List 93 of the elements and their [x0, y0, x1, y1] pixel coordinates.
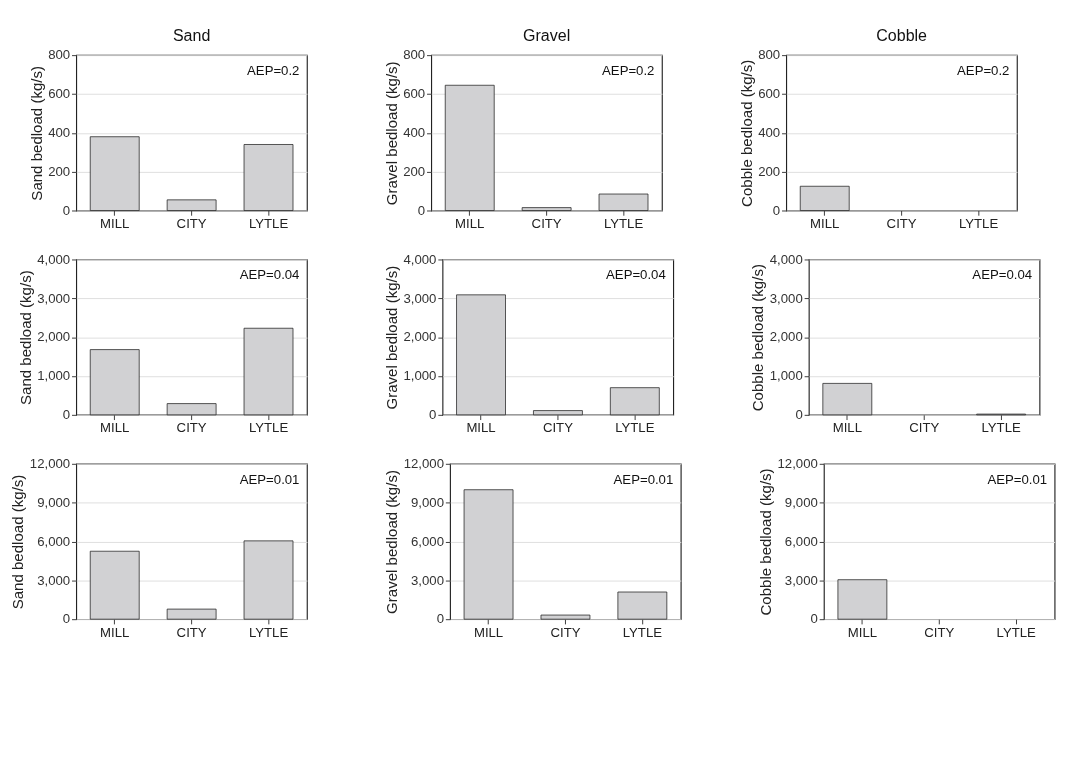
x-tick-label: LYTLE: [603, 215, 644, 231]
y-tick-label: 1,000: [769, 368, 803, 384]
x-tick-label: MILL: [100, 215, 130, 231]
annotation: AEP=0.01: [239, 471, 300, 487]
y-tick-label: 4,000: [403, 251, 437, 267]
y-axis-title: Sand bedload (kg/s): [16, 270, 34, 405]
y-axis-title: Sand bedload (kg/s): [9, 474, 27, 610]
y-tick-label: 0: [436, 611, 444, 627]
y-tick-label: 2,000: [37, 329, 71, 345]
y-tick-label: 6,000: [411, 533, 444, 549]
y-tick-label: 800: [48, 47, 71, 63]
y-axis-title: Sand bedload (kg/s): [27, 65, 45, 201]
x-tick-label: MILL: [100, 420, 130, 436]
y-tick-label: 9,000: [411, 494, 444, 510]
x-tick-label: LYTLE: [981, 420, 1021, 436]
y-tick-label: 3,000: [37, 290, 71, 306]
x-tick-label: CITY: [176, 420, 207, 436]
y-tick-label: 800: [403, 47, 426, 63]
y-tick-label: 12,000: [29, 456, 71, 472]
x-tick-label: LYTLE: [615, 420, 655, 436]
y-tick-label: 3,000: [769, 290, 803, 306]
y-axis-title: Gravel bedload (kg/s): [382, 61, 400, 206]
y-tick-label: 1,000: [403, 368, 437, 384]
y-tick-label: 4,000: [37, 251, 71, 267]
y-tick-label: 200: [758, 163, 781, 179]
y-axis-title: Gravel bedload (kg/s): [383, 470, 401, 614]
chart-title: Gravel: [523, 27, 571, 45]
x-tick-label: LYTLE: [958, 215, 999, 231]
y-tick-label: 3,000: [37, 572, 71, 588]
y-tick-label: 2,000: [769, 329, 803, 345]
y-tick-label: 600: [403, 86, 426, 102]
x-tick-label: MILL: [100, 624, 130, 640]
y-tick-label: 4,000: [769, 251, 803, 267]
annotation: AEP=0.04: [972, 267, 1033, 283]
x-tick-label: MILL: [473, 624, 504, 640]
y-tick-label: 0: [62, 611, 71, 627]
y-tick-label: 800: [758, 47, 781, 63]
y-tick-label: 400: [403, 125, 426, 141]
x-tick-label: MILL: [810, 215, 840, 231]
x-tick-label: MILL: [832, 420, 862, 436]
x-tick-label: CITY: [886, 215, 917, 231]
x-tick-label: LYTLE: [248, 624, 289, 640]
y-tick-label: 9,000: [37, 494, 71, 510]
y-axis-title: Cobble bedload (kg/s): [737, 59, 755, 207]
y-tick-label: 400: [48, 125, 71, 141]
annotation: AEP=0.01: [987, 471, 1048, 487]
y-tick-label: 200: [48, 163, 71, 179]
x-tick-label: MILL: [847, 624, 878, 640]
y-tick-label: 0: [429, 407, 437, 423]
y-tick-label: 0: [795, 407, 803, 423]
y-tick-label: 12,000: [403, 456, 444, 472]
y-tick-label: 3,000: [411, 572, 444, 588]
y-tick-label: 1,000: [37, 368, 71, 384]
y-tick-label: 12,000: [777, 456, 818, 472]
y-axis-title: Gravel bedload (kg/s): [382, 265, 400, 410]
x-tick-label: LYTLE: [248, 420, 289, 436]
y-tick-label: 600: [758, 86, 781, 102]
y-tick-label: 400: [758, 125, 781, 141]
annotation: AEP=0.2: [957, 62, 1010, 78]
y-tick-label: 0: [62, 202, 71, 218]
x-tick-label: MILL: [455, 215, 485, 231]
y-tick-label: 0: [810, 611, 818, 627]
y-tick-label: 200: [403, 163, 426, 179]
y-axis-title: Cobble bedload (kg/s): [756, 468, 774, 616]
y-tick-label: 0: [772, 202, 781, 218]
x-tick-label: LYTLE: [996, 624, 1037, 640]
annotation: AEP=0.01: [613, 471, 674, 487]
y-tick-label: 3,000: [784, 572, 818, 588]
y-tick-label: 0: [62, 407, 71, 423]
annotation: AEP=0.2: [247, 62, 300, 78]
chart-title: Cobble: [876, 27, 928, 45]
x-tick-label: CITY: [531, 215, 562, 231]
y-tick-label: 3,000: [403, 290, 437, 306]
x-tick-label: CITY: [176, 215, 207, 231]
y-tick-label: 2,000: [403, 329, 437, 345]
x-tick-label: CITY: [542, 420, 574, 436]
y-tick-label: 0: [417, 202, 426, 218]
x-tick-label: MILL: [466, 420, 496, 436]
annotation: AEP=0.04: [606, 267, 666, 283]
x-tick-label: CITY: [550, 624, 581, 640]
annotation: AEP=0.2: [602, 62, 655, 78]
x-tick-label: CITY: [924, 624, 955, 640]
x-tick-label: LYTLE: [248, 215, 289, 231]
x-tick-label: CITY: [176, 624, 207, 640]
y-tick-label: 6,000: [37, 533, 71, 549]
x-tick-label: CITY: [909, 420, 940, 436]
y-tick-label: 9,000: [784, 494, 818, 510]
y-axis-title: Cobble bedload (kg/s): [749, 264, 767, 412]
annotation: AEP=0.04: [239, 267, 300, 283]
chart-title: Sand: [172, 27, 211, 45]
y-tick-label: 6,000: [784, 533, 818, 549]
y-tick-label: 600: [48, 86, 71, 102]
x-tick-label: LYTLE: [622, 624, 663, 640]
